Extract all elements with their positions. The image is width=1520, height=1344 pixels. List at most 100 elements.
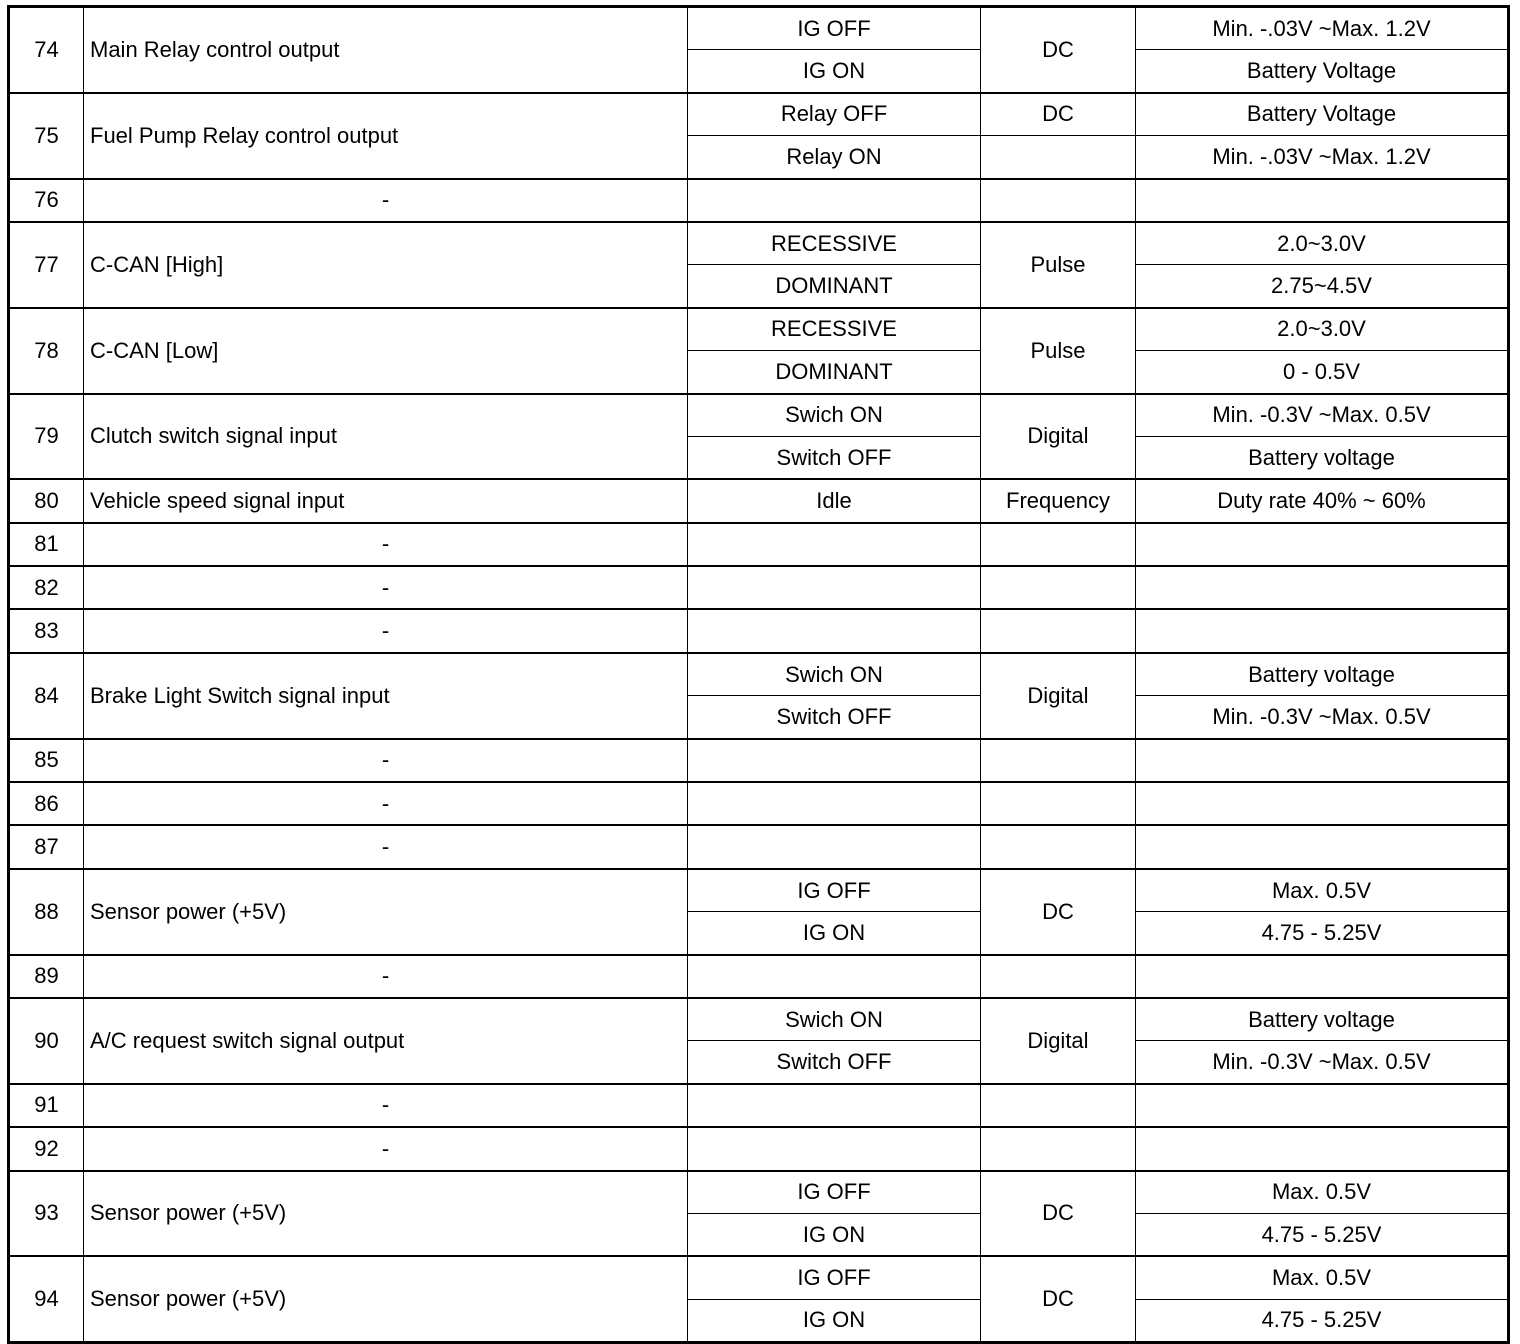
level-cell: 4.75 - 5.25V: [1135, 1212, 1509, 1257]
pin-number: 84: [8, 651, 84, 740]
pin-number: 83: [8, 608, 84, 654]
level-cell: 2.0~3.0V: [1135, 306, 1509, 352]
pin-number: 82: [8, 565, 84, 610]
level-cell: 4.75 - 5.25V: [1135, 1298, 1509, 1344]
pin-number: 90: [8, 996, 84, 1085]
level-cell: Min. -0.3V ~Max. 0.5V: [1135, 695, 1509, 740]
condition-cell: IG OFF: [687, 1255, 981, 1300]
level-cell: Battery voltage: [1135, 435, 1509, 480]
condition-cell: [687, 565, 981, 610]
type-cell: Digital: [980, 996, 1136, 1085]
pin-description: -: [83, 177, 688, 223]
pin-number: 74: [8, 5, 84, 94]
condition-cell: DOMINANT: [687, 350, 981, 395]
type-cell: Pulse: [980, 220, 1136, 309]
level-cell: [1135, 737, 1509, 783]
table-row: 76-: [8, 177, 1509, 223]
level-cell: Max. 0.5V: [1135, 1169, 1509, 1214]
condition-cell: IG ON: [687, 911, 981, 956]
table-row: 86-: [8, 781, 1509, 826]
table-row: 94 Sensor power (+5V) IG OFF DC Max. 0.5V: [8, 1255, 1509, 1344]
type-cell: [980, 781, 1136, 826]
pin-description: Sensor power (+5V): [83, 867, 688, 956]
type-cell: [980, 177, 1136, 223]
condition-cell: Relay ON: [687, 135, 981, 180]
type-cell: [980, 824, 1136, 870]
pin-description: -: [83, 824, 688, 870]
table-row: 84 Brake Light Switch signal input Swich O…: [8, 651, 1509, 740]
table-row: IG ON Battery Voltage: [9, 49, 1509, 94]
pin-description: Main Relay control output: [83, 5, 688, 94]
table-row: 79 Clutch switch signal input Swich ON Digi…: [8, 392, 1509, 480]
level-cell: Battery voltage: [1135, 651, 1509, 697]
condition-cell: Switch OFF: [687, 435, 981, 480]
type-cell: DC: [980, 91, 1136, 137]
condition-cell: RECESSIVE: [687, 306, 981, 352]
pin-description: -: [83, 737, 688, 783]
type-cell: [980, 565, 1136, 610]
condition-cell: [687, 737, 981, 783]
table-row: 90 A/C request switch signal output Swich …: [8, 996, 1509, 1085]
table-row: 75 Fuel Pump Relay control output Relay OF…: [8, 91, 1509, 180]
condition-cell: IG ON: [687, 1212, 981, 1257]
level-cell: Battery voltage: [1135, 996, 1509, 1042]
level-cell: [1135, 781, 1509, 826]
level-cell: Duty rate 40% ~ 60%: [1135, 478, 1509, 524]
table-row: DOMINANT 0 - 0.5V: [9, 350, 1509, 395]
table-row: Switch OFF Battery voltage: [9, 435, 1509, 480]
pin-number: 79: [8, 392, 84, 480]
type-cell: Digital: [980, 392, 1136, 480]
pin-number: 93: [8, 1169, 84, 1257]
table-row: Switch OFF Min. -0.3V ~Max. 0.5V: [9, 695, 1509, 740]
type-cell: [980, 521, 1136, 567]
condition-cell: IG OFF: [687, 5, 981, 51]
pin-number: 85: [8, 737, 84, 783]
condition-cell: Swich ON: [687, 651, 981, 697]
pin-description: C-CAN [High]: [83, 220, 688, 309]
condition-cell: IG OFF: [687, 867, 981, 913]
condition-cell: Switch OFF: [687, 695, 981, 740]
table-row: IG ON 4.75 - 5.25V: [9, 911, 1509, 956]
level-cell: Battery Voltage: [1135, 49, 1509, 94]
type-cell: [980, 135, 1136, 180]
condition-cell: Idle: [687, 478, 981, 524]
condition-cell: [687, 177, 981, 223]
pin-number: 75: [8, 91, 84, 180]
pin-description: Sensor power (+5V): [83, 1255, 688, 1344]
condition-cell: [687, 1082, 981, 1128]
level-cell: Min. -.03V ~Max. 1.2V: [1135, 135, 1509, 180]
table-row: Switch OFF Min. -0.3V ~Max. 0.5V: [9, 1040, 1509, 1085]
level-cell: [1135, 953, 1509, 999]
table-row: 78 C-CAN [Low] RECESSIVE Pulse 2.0~3.0V: [8, 306, 1509, 395]
pin-description: A/C request switch signal output: [83, 996, 688, 1085]
pin-description: C-CAN [Low]: [83, 306, 688, 395]
table-row: 74 Main Relay control output IG OFF DC Min. …: [8, 5, 1509, 94]
type-cell: DC: [980, 5, 1136, 94]
type-cell: Frequency: [980, 478, 1136, 524]
table-row: 88 Sensor power (+5V) IG OFF DC Max. 0.5V: [8, 867, 1509, 956]
table-row: IG ON 4.75 - 5.25V: [9, 1212, 1509, 1257]
pin-number: 80: [8, 478, 84, 524]
table-row: 82-: [8, 565, 1509, 610]
pin-description: -: [83, 565, 688, 610]
table-row: 77 C-CAN [High] RECESSIVE Pulse 2.0~3.0V: [8, 220, 1509, 309]
level-cell: Min. -0.3V ~Max. 0.5V: [1135, 392, 1509, 437]
level-cell: Min. -.03V ~Max. 1.2V: [1135, 5, 1509, 51]
level-cell: 4.75 - 5.25V: [1135, 911, 1509, 956]
level-cell: [1135, 565, 1509, 610]
pin-number: 86: [8, 781, 84, 826]
condition-cell: [687, 608, 981, 654]
level-cell: Min. -0.3V ~Max. 0.5V: [1135, 1040, 1509, 1085]
pin-description: -: [83, 1082, 688, 1128]
condition-cell: IG ON: [687, 1298, 981, 1344]
table-row: 93 Sensor power (+5V) IG OFF DC Max. 0.5V: [8, 1169, 1509, 1257]
level-cell: [1135, 1126, 1509, 1172]
type-cell: Pulse: [980, 306, 1136, 395]
table-row: 80 Vehicle speed signal input Idle Frequenc…: [8, 478, 1509, 524]
type-cell: [980, 953, 1136, 999]
type-cell: [980, 737, 1136, 783]
table-row: 87-: [8, 824, 1509, 870]
table-row: 92-: [8, 1126, 1509, 1172]
table-row: 89-: [8, 953, 1509, 999]
pin-description: Brake Light Switch signal input: [83, 651, 688, 740]
